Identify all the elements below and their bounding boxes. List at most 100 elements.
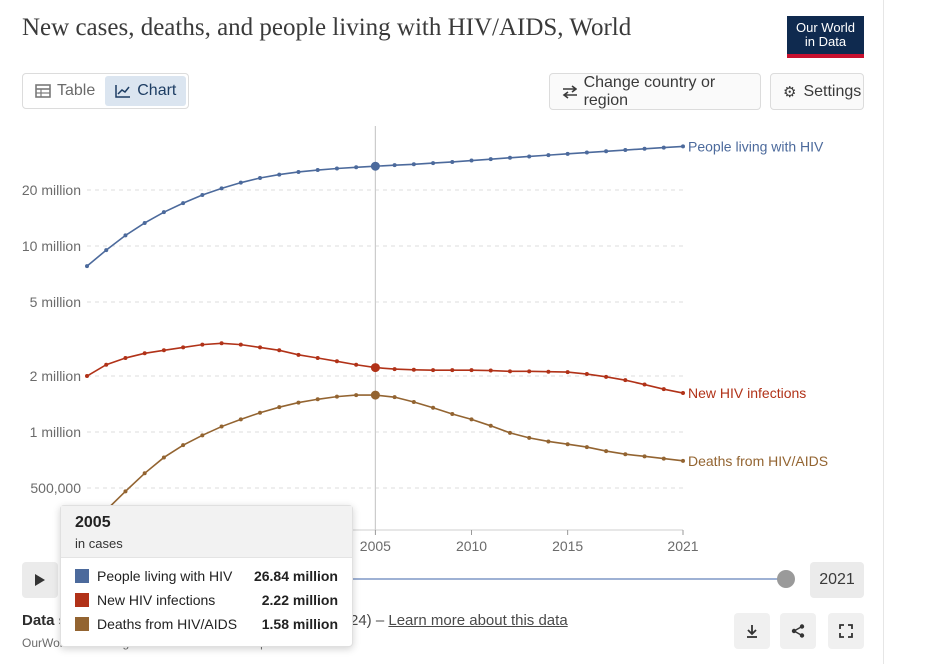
data-point[interactable] [334,359,339,364]
data-point[interactable] [238,342,243,347]
data-point[interactable] [604,374,609,379]
data-point[interactable] [277,172,282,177]
data-point[interactable] [527,369,532,374]
data-point[interactable] [142,220,147,225]
data-point[interactable] [142,471,147,476]
data-point[interactable] [258,345,263,350]
data-point[interactable] [431,368,436,373]
data-point[interactable] [181,443,186,448]
data-point[interactable] [546,439,551,444]
data-point[interactable] [584,150,589,155]
data-point[interactable] [85,374,89,379]
data-point[interactable] [392,367,397,372]
data-point[interactable] [392,163,397,168]
data-point[interactable] [469,368,474,373]
data-point[interactable] [315,356,320,360]
owid-logo[interactable]: Our World in Data [787,16,864,58]
data-point[interactable] [354,362,359,367]
data-point[interactable] [507,369,512,374]
data-point[interactable] [296,169,301,174]
data-point[interactable] [450,159,455,164]
data-point[interactable] [104,362,109,367]
data-point[interactable] [181,201,186,206]
data-point[interactable] [258,410,263,415]
data-point[interactable] [161,210,166,215]
data-point[interactable] [623,378,628,383]
fullscreen-button[interactable] [828,613,864,649]
data-point[interactable] [681,458,685,463]
data-point[interactable] [584,372,589,377]
series-line-deaths[interactable] [86,394,684,530]
timeline-end-year[interactable]: 2021 [810,562,864,598]
data-point[interactable] [565,442,570,447]
data-point[interactable] [219,341,224,346]
data-point[interactable] [200,342,205,347]
play-button[interactable] [22,562,58,598]
data-point[interactable] [277,405,282,410]
data-point[interactable] [565,151,570,156]
data-point[interactable] [623,452,628,457]
series-line-living[interactable] [86,145,684,267]
data-point[interactable] [431,405,436,410]
highlight-point[interactable] [370,363,380,373]
data-point[interactable] [200,433,205,438]
data-point[interactable] [681,391,685,396]
learn-more-link[interactable]: Learn more about this data [388,612,568,629]
data-point[interactable] [681,144,685,149]
data-point[interactable] [123,356,128,360]
data-point[interactable] [488,368,493,373]
data-point[interactable] [642,382,647,387]
data-point[interactable] [315,397,320,402]
data-point[interactable] [181,345,186,350]
data-point[interactable] [661,145,666,150]
data-point[interactable] [238,417,243,422]
data-point[interactable] [142,351,147,356]
highlight-point[interactable] [370,161,380,171]
data-point[interactable] [392,395,397,400]
tab-chart[interactable]: Chart [105,76,187,106]
data-point[interactable] [411,400,416,405]
data-point[interactable] [507,430,512,435]
data-point[interactable] [123,489,128,494]
data-point[interactable] [161,348,166,353]
data-point[interactable] [123,233,128,238]
data-point[interactable] [411,162,416,167]
data-point[interactable] [546,153,551,158]
data-point[interactable] [584,445,589,450]
data-point[interactable] [604,449,609,454]
data-point[interactable] [488,157,493,162]
data-point[interactable] [527,435,532,440]
data-point[interactable] [527,154,532,159]
highlight-point[interactable] [370,390,380,400]
data-point[interactable] [623,148,628,153]
data-point[interactable] [104,248,109,253]
tab-table[interactable]: Table [25,76,105,106]
data-point[interactable] [469,158,474,163]
data-point[interactable] [85,264,89,269]
data-point[interactable] [431,161,436,166]
data-point[interactable] [258,176,263,181]
data-point[interactable] [488,423,493,428]
settings-button[interactable]: ⚙ Settings [770,73,864,110]
data-point[interactable] [238,180,243,185]
data-point[interactable] [642,146,647,151]
data-point[interactable] [277,348,282,353]
data-point[interactable] [450,412,455,416]
data-point[interactable] [411,367,416,372]
share-button[interactable] [780,613,816,649]
data-point[interactable] [469,417,474,422]
data-point[interactable] [661,456,666,461]
data-point[interactable] [334,166,339,171]
timeline-handle[interactable] [777,570,795,588]
data-point[interactable] [661,387,666,392]
data-point[interactable] [507,155,512,160]
series-line-new[interactable] [86,342,684,394]
data-point[interactable] [161,455,166,460]
data-point[interactable] [219,186,224,191]
data-point[interactable] [546,369,551,374]
data-point[interactable] [334,394,339,399]
data-point[interactable] [315,168,320,173]
data-point[interactable] [354,393,359,398]
timeline-track[interactable] [350,578,786,580]
